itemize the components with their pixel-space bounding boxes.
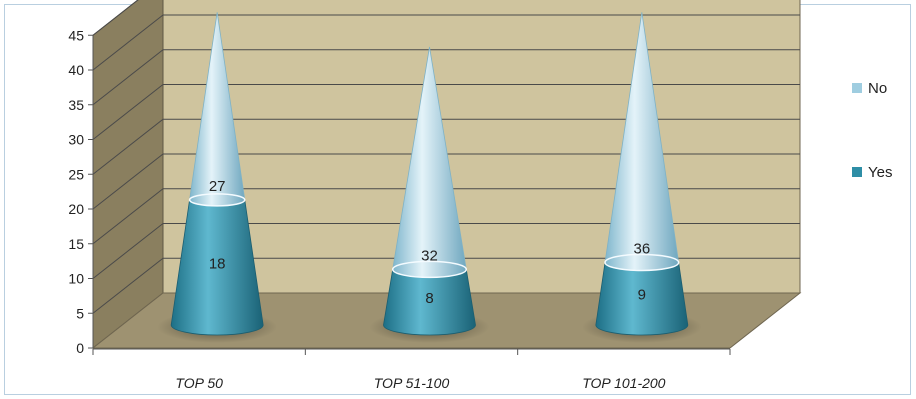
gridline-side [92,118,164,175]
data-label-no: 32 [421,247,438,264]
y-tick-label: 45 [68,27,84,43]
gridline-side [92,188,164,245]
data-label-yes: 8 [425,290,433,307]
back-wall [162,0,801,294]
legend: No Yes [852,80,892,181]
y-tick-label: 35 [68,97,84,113]
x-category-label: TOP 50 [175,375,223,391]
x-category-label: TOP 51-100 [374,375,450,391]
gridline-side [92,0,139,36]
y-tick-label: 25 [68,166,84,182]
data-label-no: 27 [209,178,226,195]
y-tick-label: 5 [76,305,84,321]
data-label-no: 36 [633,240,650,257]
y-tick-label: 10 [68,271,84,287]
gridline-side [92,84,164,140]
side-wall [92,0,164,350]
y-tick-label: 30 [68,132,84,148]
legend-label-no: No [868,80,887,97]
y-tick-label: 20 [68,201,84,217]
segment-boundary [391,260,468,279]
data-label-yes: 9 [638,287,646,304]
gridline-side [92,153,164,210]
y-tick-label: 15 [68,236,84,252]
legend-label-yes: Yes [868,164,892,181]
gridline-side [92,49,164,106]
legend-swatch-yes [852,167,862,177]
y-tick-label: 40 [68,62,84,78]
legend-swatch-no [852,83,862,93]
gridline-side [92,14,164,71]
x-category-label: TOP 101-200 [582,375,665,391]
gridline-side [92,257,164,314]
gridline-side [92,223,164,279]
y-tick-label: 0 [76,340,84,356]
segment-boundary [604,253,680,272]
segment-boundary [188,193,246,207]
data-label-yes: 18 [209,255,226,272]
